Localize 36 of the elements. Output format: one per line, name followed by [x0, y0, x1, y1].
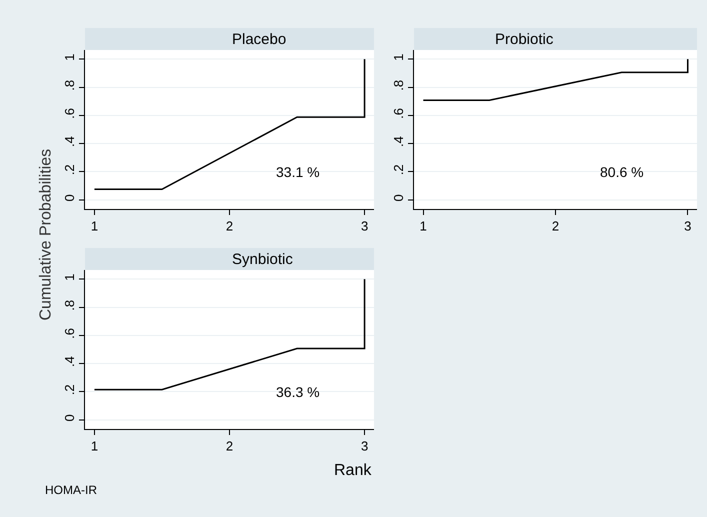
- annotation: 36.3 %: [276, 384, 320, 400]
- text: HOMA-IR: [45, 483, 98, 497]
- x-tick-label: 3: [684, 218, 692, 234]
- y-axis-title: Cumulative Probabilities: [38, 148, 54, 320]
- y-tick-label: .2: [62, 164, 77, 176]
- y-tick-label: .4: [62, 136, 77, 148]
- x-tick-label: 1: [90, 218, 98, 234]
- chart-title: Placebo: [232, 31, 286, 48]
- y-tick-label: .4: [62, 356, 77, 368]
- chart-title: Synbiotic: [232, 251, 294, 268]
- y-tick-label: 0: [390, 194, 406, 202]
- x-tick-label: 3: [360, 218, 368, 234]
- x-tick-label: 2: [226, 218, 234, 234]
- x-axis-title: Rank: [334, 462, 372, 479]
- y-tick-label: .6: [62, 108, 77, 119]
- y-tick-label: 1: [390, 54, 406, 61]
- y-tick-label: .2: [390, 164, 406, 176]
- y-tick-label: 0: [62, 194, 77, 202]
- annotation: 33.1 %: [276, 164, 320, 180]
- chart-title: Probiotic: [495, 31, 554, 48]
- y-tick-label: .2: [62, 384, 77, 396]
- y-tick-label: .4: [390, 136, 406, 148]
- x-tick-label: 3: [360, 438, 368, 454]
- annotation: 80.6 %: [600, 164, 644, 180]
- x-tick-label: 1: [90, 438, 98, 454]
- y-tick-label: .6: [62, 328, 77, 339]
- y-tick-label: 1: [62, 274, 77, 281]
- y-tick-label: 0: [62, 414, 77, 422]
- y-tick-label: .8: [62, 80, 77, 91]
- x-tick-label: 2: [226, 438, 234, 454]
- y-tick-label: .8: [62, 300, 77, 311]
- y-tick-label: .6: [390, 108, 406, 119]
- x-tick-label: 1: [420, 218, 427, 234]
- y-tick-label: .8: [390, 80, 406, 91]
- y-tick-label: 1: [62, 54, 77, 61]
- x-tick-label: 2: [552, 218, 560, 234]
